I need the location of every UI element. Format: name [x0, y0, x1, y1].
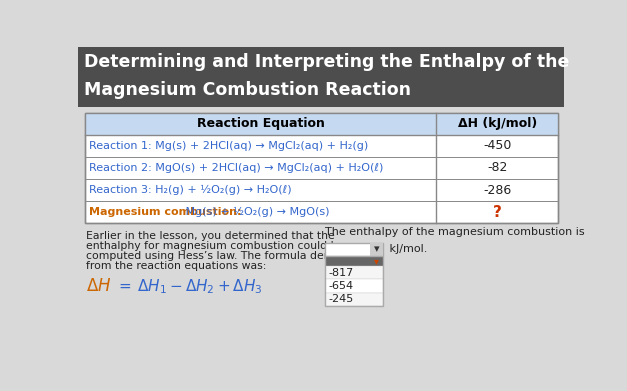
- Bar: [325, 280, 383, 292]
- Text: enthalphy for magnesium combustion could be: enthalphy for magnesium combustion could…: [86, 241, 344, 251]
- Text: Determining and Interpreting the Enthalpy of the: Determining and Interpreting the Enthalp…: [84, 53, 569, 71]
- Text: -817: -817: [329, 268, 354, 278]
- Text: -286: -286: [483, 183, 512, 197]
- Text: $\Delta H$: $\Delta H$: [86, 277, 112, 295]
- Text: -82: -82: [487, 161, 507, 174]
- Text: computed using Hess’s law. The formula derived: computed using Hess’s law. The formula d…: [86, 251, 352, 261]
- Text: from the reaction equations was:: from the reaction equations was:: [86, 261, 266, 271]
- Text: Reaction 2: MgO(s) + 2HCl(aq) → MgCl₂(aq) + H₂O(ℓ): Reaction 2: MgO(s) + 2HCl(aq) → MgCl₂(aq…: [89, 163, 384, 173]
- Bar: [436, 113, 558, 135]
- Text: -450: -450: [483, 139, 512, 152]
- Text: kJ/mol.: kJ/mol.: [386, 244, 428, 254]
- Text: Reaction Equation: Reaction Equation: [196, 117, 324, 131]
- Bar: [370, 242, 383, 256]
- Text: Reaction 3: H₂(g) + ½O₂(g) → H₂O(ℓ): Reaction 3: H₂(g) + ½O₂(g) → H₂O(ℓ): [89, 185, 292, 195]
- Bar: [325, 292, 383, 306]
- Bar: [78, 47, 564, 107]
- Text: Magnesium Combustion Reaction: Magnesium Combustion Reaction: [84, 81, 411, 99]
- Text: ▾: ▾: [374, 256, 379, 266]
- Bar: [325, 256, 383, 266]
- Text: -245: -245: [329, 294, 354, 304]
- Bar: [325, 266, 383, 280]
- Text: The enthalpy of the magnesium combustion is: The enthalpy of the magnesium combustion…: [325, 227, 584, 237]
- Bar: [85, 113, 436, 135]
- Bar: [325, 256, 383, 306]
- Text: ?: ?: [493, 204, 502, 220]
- Text: Reaction 1: Mg(s) + 2HCl(aq) → MgCl₂(aq) + H₂(g): Reaction 1: Mg(s) + 2HCl(aq) → MgCl₂(aq)…: [89, 141, 369, 151]
- Text: Mg(s) + ½O₂(g) → MgO(s): Mg(s) + ½O₂(g) → MgO(s): [182, 207, 330, 217]
- Text: $=\,\Delta H_1 - \Delta H_2 + \Delta H_3$: $=\,\Delta H_1 - \Delta H_2 + \Delta H_3…: [115, 277, 262, 296]
- Bar: [325, 242, 383, 256]
- Text: Earlier in the lesson, you determined that the: Earlier in the lesson, you determined th…: [86, 231, 335, 241]
- Text: ▾: ▾: [374, 244, 379, 254]
- Bar: [85, 113, 558, 223]
- Text: Magnesium combustion:: Magnesium combustion:: [89, 207, 242, 217]
- Text: ΔH (kJ/mol): ΔH (kJ/mol): [458, 117, 537, 131]
- Bar: [85, 113, 558, 223]
- Text: -654: -654: [329, 281, 354, 291]
